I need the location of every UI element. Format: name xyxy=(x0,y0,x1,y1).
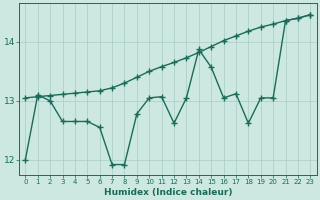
X-axis label: Humidex (Indice chaleur): Humidex (Indice chaleur) xyxy=(104,188,232,197)
